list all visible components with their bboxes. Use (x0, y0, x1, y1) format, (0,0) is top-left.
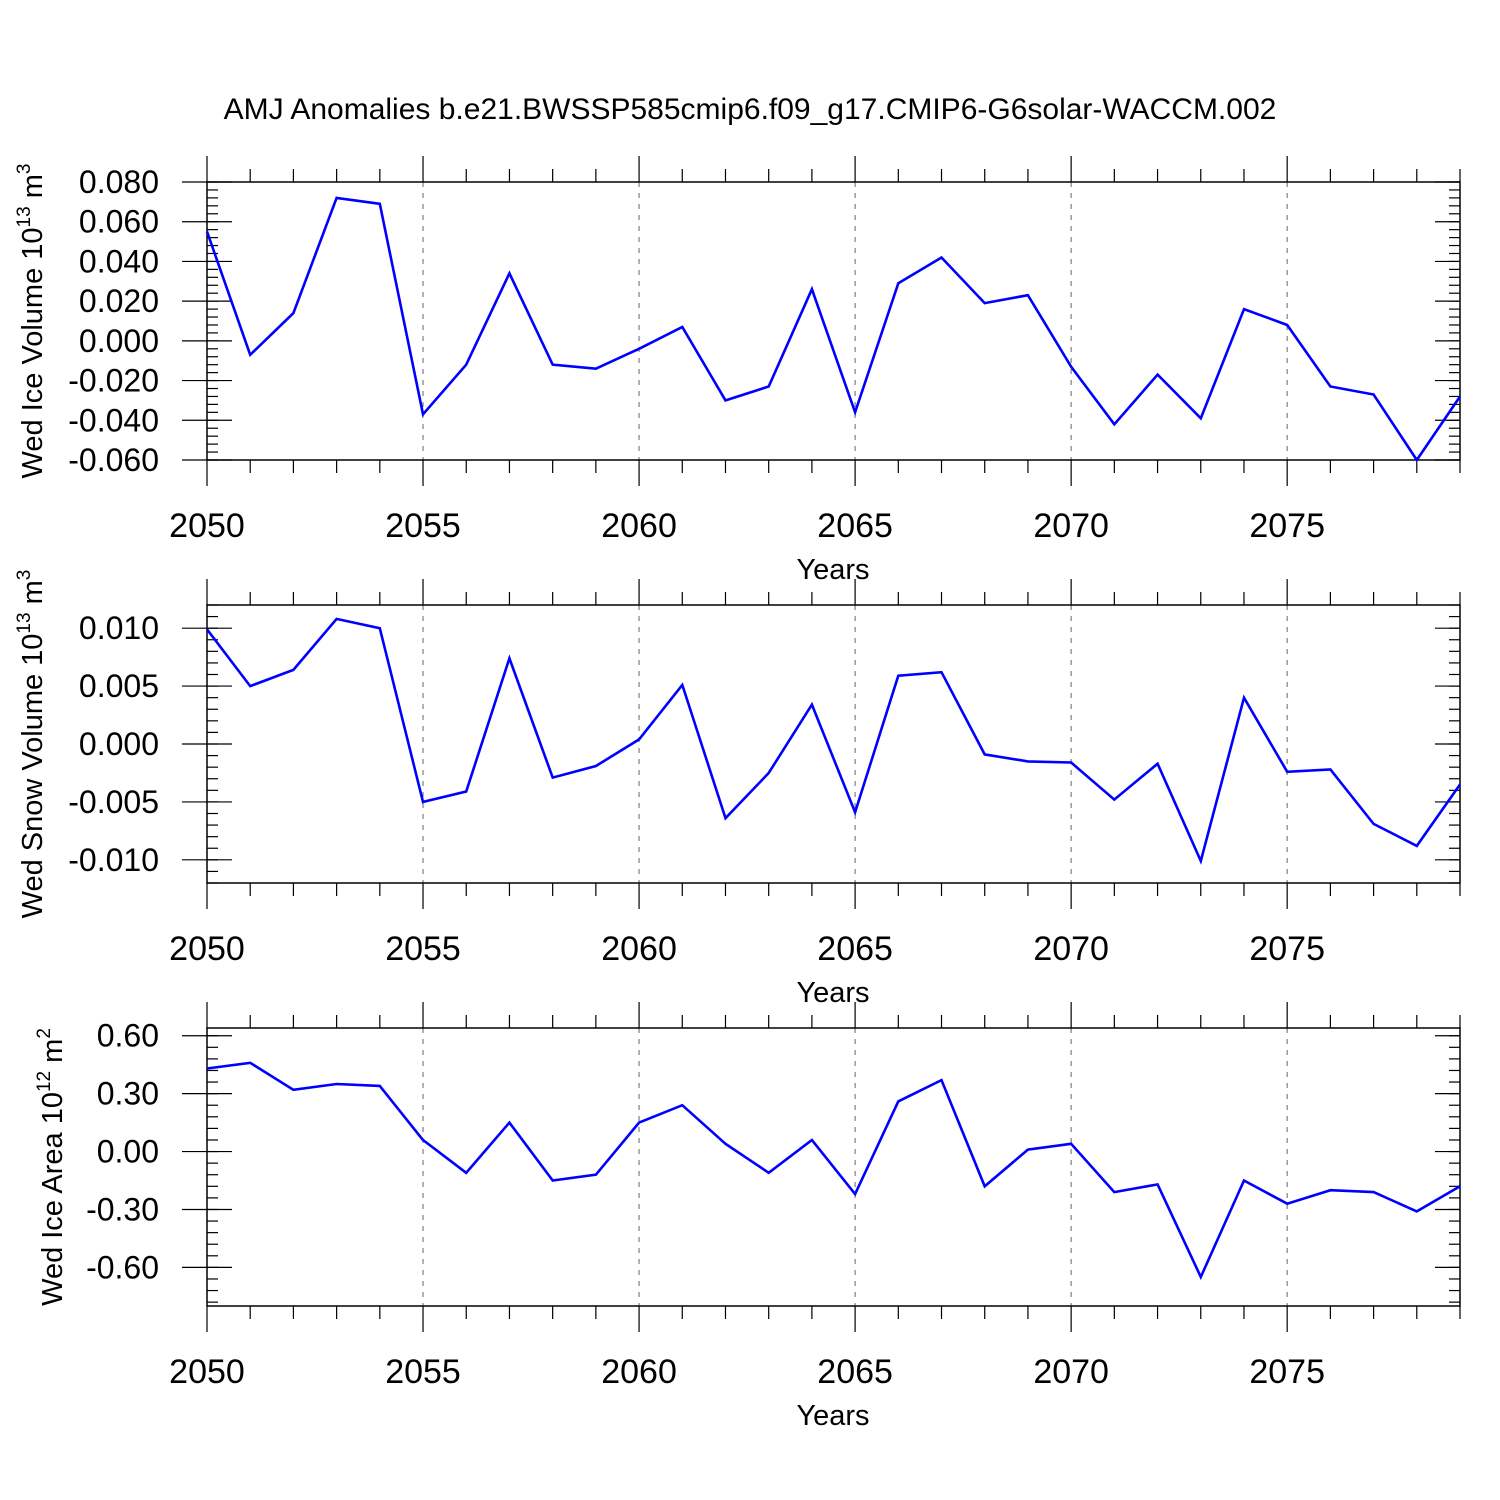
series-line (205, 617, 1462, 865)
y-axis-label: Wed Snow Volume 1013 m3 (14, 570, 49, 919)
figure-title: AMJ Anomalies b.e21.BWSSP585cmip6.f09_g1… (224, 93, 1277, 126)
x-tick-label: 2050 (169, 1353, 245, 1391)
y-tick-label: 0.080 (79, 164, 159, 200)
x-tick-label: 2060 (601, 1353, 677, 1391)
x-tick-label: 2065 (817, 930, 893, 968)
x-tick-label: 2050 (169, 930, 245, 968)
y-tick-label: 0.040 (79, 243, 159, 279)
panel-3: -0.60 -0.30 0.00 0.30 0.60 2050 2055 2060 2065 20… (34, 1002, 1461, 1432)
x-tick-label: 2055 (385, 930, 461, 968)
x-axis-label: Years (796, 1400, 869, 1432)
x-axis-label: Years (796, 554, 869, 586)
y-tick-label: 0.30 (97, 1076, 159, 1112)
y-tick-label: 0.000 (79, 726, 159, 762)
x-tick-label: 2065 (817, 507, 893, 545)
x-tick-label: 2065 (817, 1353, 893, 1391)
y-tick-label: -0.060 (68, 442, 159, 478)
x-tick-label: 2070 (1033, 1353, 1109, 1391)
x-tick-label: 2055 (385, 507, 461, 545)
x-axis-label: Years (796, 977, 869, 1009)
y-tick-label: -0.040 (68, 402, 159, 438)
y-tick-label: 0.060 (79, 204, 159, 240)
x-tick-label: 2055 (385, 1353, 461, 1391)
y-tick-label: 0.60 (97, 1018, 159, 1054)
y-tick-label: -0.010 (68, 842, 159, 878)
y-tick-label: -0.020 (68, 363, 159, 399)
series-line (206, 1061, 1461, 1281)
x-tick-label: 2070 (1033, 930, 1109, 968)
y-axis-label: Wed Ice Volume 1013 m3 (14, 164, 49, 479)
y-tick-label: -0.005 (68, 784, 159, 820)
plot-frame (206, 181, 1461, 461)
x-tick-label: 2060 (601, 930, 677, 968)
x-tick-label: 2075 (1249, 930, 1325, 968)
x-tick-label: 2060 (601, 507, 677, 545)
y-tick-label: 0.00 (97, 1134, 159, 1170)
y-axis-label: Wed Ice Area 1012 m2 (34, 1028, 69, 1306)
plot-frame (206, 604, 1461, 884)
y-tick-label: 0.005 (79, 668, 159, 704)
panel-2: -0.010 -0.005 0.000 0.005 0.010 2050 2055 2060 2… (14, 570, 1462, 1009)
x-tick-label: 2075 (1249, 1353, 1325, 1391)
plot-frame (206, 1027, 1461, 1307)
y-tick-label: 0.000 (79, 323, 159, 359)
y-tick-label: 0.020 (79, 283, 159, 319)
x-tick-label: 2075 (1249, 507, 1325, 545)
x-tick-label: 2070 (1033, 507, 1109, 545)
series-line (205, 196, 1462, 463)
y-tick-label: -0.60 (86, 1249, 159, 1285)
x-tick-label: 2050 (169, 507, 245, 545)
y-tick-label: -0.30 (86, 1191, 159, 1227)
y-tick-label: 0.010 (79, 610, 159, 646)
